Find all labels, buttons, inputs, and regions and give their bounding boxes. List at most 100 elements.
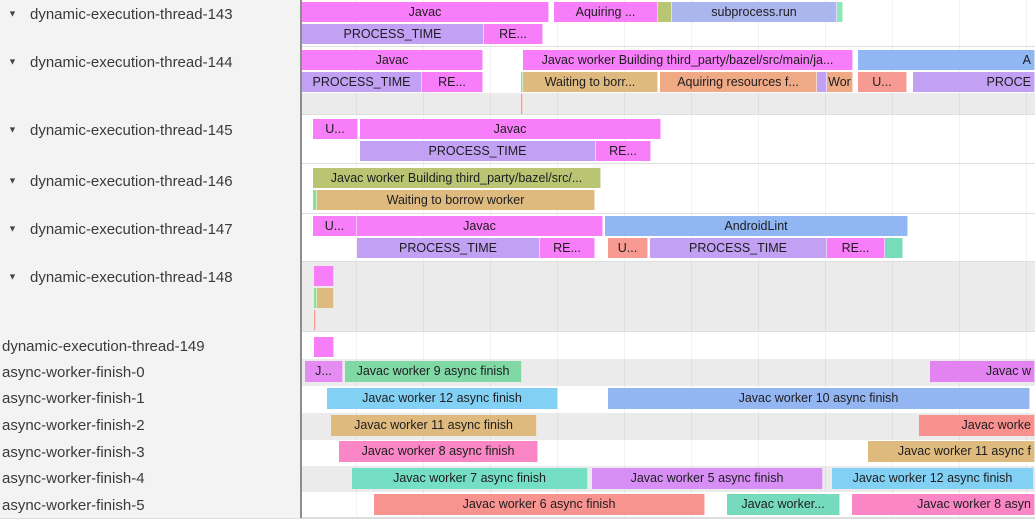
track-name-label: dynamic-execution-thread-145 (30, 121, 233, 139)
timeline-slice-bar[interactable]: Javac worker 5 async finish (592, 468, 823, 489)
timeline-slice-bar[interactable]: Javac (302, 50, 483, 70)
collapse-arrow-icon[interactable]: ▼ (8, 223, 17, 234)
slice-label: A (1022, 52, 1031, 67)
slice-label: U... (617, 240, 638, 255)
track-name-label: async-worker-finish-5 (2, 496, 145, 514)
gridline (490, 0, 491, 517)
timeline-slice-bar[interactable] (521, 72, 523, 92)
timeline-slice-bar[interactable]: RE... (827, 238, 885, 258)
timeline-slice-bar[interactable]: A (858, 50, 1035, 70)
timeline-slice-bar[interactable]: Javac (360, 119, 661, 139)
timeline-slice-bar[interactable]: Javac worker 8 asyn (852, 494, 1035, 515)
group-separator (302, 46, 1035, 47)
timeline-slice-bar[interactable] (837, 2, 843, 22)
timeline-slice-bar[interactable]: Javac worker 11 async f (868, 441, 1035, 462)
track-name-label: dynamic-execution-thread-147 (30, 220, 233, 238)
collapse-arrow-icon[interactable]: ▼ (8, 271, 17, 282)
sidebar-item-track[interactable]: ▼ dynamic-execution-thread-145 (0, 120, 300, 140)
timeline-slice-bar[interactable]: U... (858, 72, 907, 92)
slice-label: Javac (463, 218, 496, 233)
gridline (691, 0, 692, 517)
collapse-arrow-icon[interactable]: ▼ (8, 175, 17, 186)
timeline-slice-bar[interactable]: Javac worker Building third_party/bazel/… (313, 168, 601, 188)
timeline-slice-bar[interactable]: Javac worker 10 async finish (608, 388, 1030, 409)
timeline-slice-bar[interactable]: U... (313, 119, 358, 139)
slice-label: RE... (553, 240, 581, 255)
timeline-slice-bar[interactable]: Wor (827, 72, 853, 92)
sidebar-item-track[interactable]: ▼ dynamic-execution-thread-147 (0, 219, 300, 239)
timeline-slice-bar[interactable]: Waiting to borr... (523, 72, 658, 92)
timeline-slice-bar[interactable]: PROCESS_TIME (650, 238, 827, 258)
timeline-slice-bar[interactable]: U... (313, 216, 357, 236)
row-band (302, 262, 1035, 331)
timeline-slice-bar[interactable] (521, 94, 523, 114)
timeline-slice-bar[interactable]: Javac (302, 2, 549, 22)
timeline-slice-bar[interactable]: Javac worker 12 async finish (327, 388, 558, 409)
timeline-slice-bar[interactable]: Javac worker 8 async finish (339, 441, 538, 462)
timeline-slice-bar[interactable]: Aquiring resources f... (660, 72, 817, 92)
timeline-slice-bar[interactable]: Javac worker 12 async finish (832, 468, 1034, 489)
timeline-slice-bar[interactable] (314, 310, 316, 330)
timeline-slice-bar[interactable]: AndroidLint (605, 216, 908, 236)
sidebar-item-track[interactable]: async-worker-finish-0 (0, 362, 300, 382)
timeline-slice-bar[interactable]: PROCE (913, 72, 1035, 92)
slice-label: J... (315, 364, 332, 379)
collapse-arrow-icon[interactable]: ▼ (8, 56, 17, 67)
timeline-slice-bar[interactable]: PROCESS_TIME (302, 24, 484, 44)
sidebar-item-track[interactable]: async-worker-finish-4 (0, 468, 300, 488)
timeline-slice-bar[interactable]: Javac worker... (727, 494, 840, 515)
timeline-slice-bar[interactable]: Javac worker 11 async finish (331, 415, 537, 436)
timeline-slice-bar[interactable]: U... (608, 238, 648, 258)
timeline-slice-bar[interactable]: Javac worker Building third_party/bazel/… (523, 50, 853, 70)
slice-label: Javac worker 8 asyn (917, 497, 1031, 512)
timeline-slice-bar[interactable]: PROCESS_TIME (357, 238, 540, 258)
sidebar-item-track[interactable]: async-worker-finish-3 (0, 442, 300, 462)
timeline-slice-bar[interactable]: subprocess.run (672, 2, 837, 22)
sidebar-item-track[interactable]: async-worker-finish-2 (0, 415, 300, 435)
collapse-arrow-icon[interactable]: ▼ (8, 124, 17, 135)
group-separator (302, 163, 1035, 164)
timeline-slice-bar[interactable]: RE... (484, 24, 543, 44)
timeline-slice-bar[interactable]: J... (305, 361, 343, 382)
timeline-slice-bar[interactable]: Javac worker 9 async finish (345, 361, 522, 382)
sidebar-item-track[interactable]: async-worker-finish-1 (0, 388, 300, 408)
timeline-slice-bar[interactable] (885, 238, 903, 258)
timeline-slice-bar[interactable]: PROCESS_TIME (360, 141, 596, 161)
slice-label: PROCESS_TIME (399, 240, 497, 255)
timeline-slice-bar[interactable]: Aquiring ... (554, 2, 658, 22)
sidebar-item-track[interactable]: ▼ dynamic-execution-thread-146 (0, 171, 300, 191)
timeline-slice-bar[interactable] (317, 288, 334, 308)
timeline-slice-bar[interactable] (314, 266, 334, 286)
timeline-slice-bar[interactable]: Javac worke (919, 415, 1035, 436)
sidebar-item-track[interactable]: ▼ dynamic-execution-thread-144 (0, 52, 300, 72)
timeline-slice-bar[interactable]: RE... (596, 141, 651, 161)
slice-label: Javac w (985, 364, 1031, 379)
timeline-slice-bar[interactable]: PROCESS_TIME (302, 72, 422, 92)
timeline-slice-bar[interactable]: RE... (422, 72, 483, 92)
slice-label: Aquiring ... (575, 4, 636, 19)
collapse-arrow-icon[interactable]: ▼ (8, 8, 17, 19)
timeline-slice-bar[interactable] (314, 337, 334, 357)
timeline-slice-bar[interactable]: Javac worker 7 async finish (352, 468, 588, 489)
timeline-slice-bar[interactable] (313, 190, 317, 210)
timeline-slice-bar[interactable] (817, 72, 827, 92)
sidebar-item-track[interactable]: dynamic-execution-thread-149 (0, 336, 300, 356)
gridline (356, 0, 357, 517)
sidebar-item-track[interactable]: ▼ dynamic-execution-thread-148 (0, 267, 300, 287)
timeline-slice-bar[interactable]: Waiting to borrow worker (317, 190, 595, 210)
timeline-slice-bar[interactable]: Javac worker 6 async finish (374, 494, 705, 515)
timeline-slice-bar[interactable]: Javac w (930, 361, 1035, 382)
sidebar-item-track[interactable]: async-worker-finish-5 (0, 495, 300, 515)
timeline-slice-bar[interactable]: Javac (357, 216, 603, 236)
timeline-slice-bar[interactable] (658, 2, 672, 22)
timeline-slice-bar[interactable] (314, 288, 317, 308)
timeline-canvas[interactable]: Javac Aquiring ... subprocess.run PROCESS_T… (302, 0, 1035, 518)
slice-label: PROCESS_TIME (428, 143, 527, 158)
slice-label: subprocess.run (711, 4, 797, 19)
gridline (959, 0, 960, 517)
timeline-slice-bar[interactable]: RE... (540, 238, 595, 258)
slice-label: Javac worker 6 async finish (462, 497, 616, 512)
slice-label: Javac worker 9 async finish (356, 364, 510, 379)
slice-label: Waiting to borrow worker (386, 192, 525, 207)
sidebar-item-track[interactable]: ▼ dynamic-execution-thread-143 (0, 4, 300, 24)
